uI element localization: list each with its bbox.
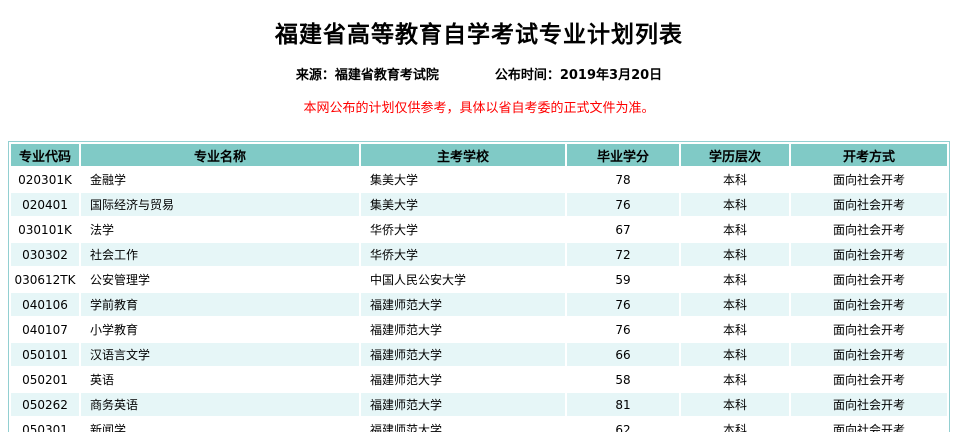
major-plan-table: 专业代码 专业名称 主考学校 毕业学分 学历层次 开考方式 020301K 金融学… [8,141,950,432]
cell-code: 050262 [11,393,79,416]
cell-credits: 67 [567,218,679,241]
cell-name: 小学教育 [81,318,359,341]
cell-level: 本科 [681,343,789,366]
cell-school: 集美大学 [361,193,565,216]
cell-credits: 81 [567,393,679,416]
cell-name: 商务英语 [81,393,359,416]
table-row: 040106 学前教育 福建师范大学 76 本科 面向社会开考 [11,293,947,316]
cell-method: 面向社会开考 [791,293,947,316]
cell-code: 040107 [11,318,79,341]
cell-credits: 58 [567,368,679,391]
cell-name: 学前教育 [81,293,359,316]
table-row: 020301K 金融学 集美大学 78 本科 面向社会开考 [11,168,947,191]
cell-name: 金融学 [81,168,359,191]
table-row: 050262 商务英语 福建师范大学 81 本科 面向社会开考 [11,393,947,416]
column-header-level: 学历层次 [681,144,789,166]
cell-credits: 72 [567,243,679,266]
table-row: 040107 小学教育 福建师范大学 76 本科 面向社会开考 [11,318,947,341]
cell-school: 集美大学 [361,168,565,191]
cell-level: 本科 [681,393,789,416]
cell-name: 国际经济与贸易 [81,193,359,216]
cell-level: 本科 [681,368,789,391]
table-row: 030612TK 公安管理学 中国人民公安大学 59 本科 面向社会开考 [11,268,947,291]
cell-name: 新闻学 [81,418,359,432]
cell-school: 福建师范大学 [361,318,565,341]
cell-school: 福建师范大学 [361,418,565,432]
cell-name: 公安管理学 [81,268,359,291]
cell-school: 华侨大学 [361,243,565,266]
cell-code: 020401 [11,193,79,216]
cell-name: 汉语言文学 [81,343,359,366]
cell-credits: 59 [567,268,679,291]
cell-code: 020301K [11,168,79,191]
cell-level: 本科 [681,418,789,432]
cell-method: 面向社会开考 [791,418,947,432]
cell-level: 本科 [681,293,789,316]
cell-school: 福建师范大学 [361,393,565,416]
cell-credits: 76 [567,193,679,216]
cell-credits: 78 [567,168,679,191]
cell-code: 030612TK [11,268,79,291]
cell-credits: 66 [567,343,679,366]
cell-level: 本科 [681,193,789,216]
cell-method: 面向社会开考 [791,393,947,416]
cell-method: 面向社会开考 [791,343,947,366]
table-header: 专业代码 专业名称 主考学校 毕业学分 学历层次 开考方式 [11,144,947,166]
table-body: 020301K 金融学 集美大学 78 本科 面向社会开考 020401 国际经济与贸易 集美大… [11,168,947,432]
column-header-code: 专业代码 [11,144,79,166]
cell-code: 030302 [11,243,79,266]
cell-school: 华侨大学 [361,218,565,241]
cell-code: 040106 [11,293,79,316]
table-row: 030302 社会工作 华侨大学 72 本科 面向社会开考 [11,243,947,266]
table-row: 050101 汉语言文学 福建师范大学 66 本科 面向社会开考 [11,343,947,366]
page-title: 福建省高等教育自学考试专业计划列表 [275,22,683,48]
cell-method: 面向社会开考 [791,168,947,191]
cell-code: 050201 [11,368,79,391]
column-header-method: 开考方式 [791,144,947,166]
cell-credits: 62 [567,418,679,432]
cell-school: 福建师范大学 [361,293,565,316]
cell-code: 030101K [11,218,79,241]
cell-code: 050101 [11,343,79,366]
cell-name: 英语 [81,368,359,391]
cell-level: 本科 [681,168,789,191]
source-label: 来源：福建省教育考试院 [295,68,439,83]
table-row: 050301 新闻学 福建师范大学 62 本科 面向社会开考 [11,418,947,432]
cell-method: 面向社会开考 [791,243,947,266]
cell-method: 面向社会开考 [791,268,947,291]
column-header-school: 主考学校 [361,144,565,166]
table-row: 020401 国际经济与贸易 集美大学 76 本科 面向社会开考 [11,193,947,216]
cell-level: 本科 [681,243,789,266]
cell-name: 社会工作 [81,243,359,266]
table-header-row: 专业代码 专业名称 主考学校 毕业学分 学历层次 开考方式 [11,144,947,166]
column-header-name: 专业名称 [81,144,359,166]
cell-level: 本科 [681,318,789,341]
disclaimer-text: 本网公布的计划仅供参考，具体以省自考委的正式文件为准。 [303,101,655,116]
publish-time-label: 公布时间：2019年3月20日 [494,68,663,83]
column-header-credits: 毕业学分 [567,144,679,166]
cell-level: 本科 [681,218,789,241]
cell-school: 福建师范大学 [361,368,565,391]
cell-method: 面向社会开考 [791,318,947,341]
table-row: 050201 英语 福建师范大学 58 本科 面向社会开考 [11,368,947,391]
table-row: 030101K 法学 华侨大学 67 本科 面向社会开考 [11,218,947,241]
cell-name: 法学 [81,218,359,241]
cell-method: 面向社会开考 [791,368,947,391]
cell-credits: 76 [567,293,679,316]
cell-credits: 76 [567,318,679,341]
cell-method: 面向社会开考 [791,193,947,216]
cell-school: 中国人民公安大学 [361,268,565,291]
cell-school: 福建师范大学 [361,343,565,366]
meta-line: 来源：福建省教育考试院 公布时间：2019年3月20日 [0,64,958,83]
cell-level: 本科 [681,268,789,291]
cell-code: 050301 [11,418,79,432]
cell-method: 面向社会开考 [791,218,947,241]
